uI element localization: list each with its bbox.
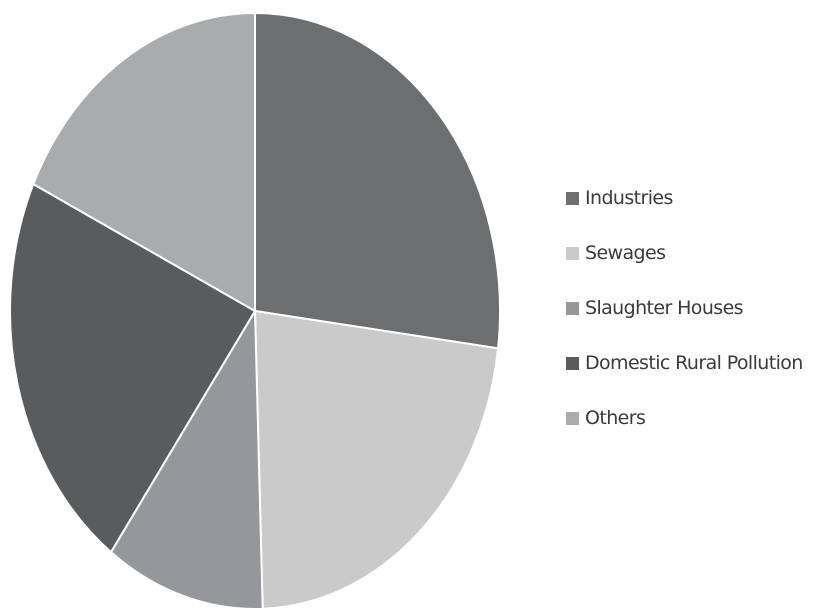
legend-item-slaughter-houses: Slaughter Houses (566, 294, 803, 322)
legend-label-domestic-rural-pollution: Domestic Rural Pollution (585, 352, 803, 374)
legend-swatch-industries (566, 191, 579, 205)
pie-slice-others (32, 11, 256, 313)
legend-item-sewages: Sewages (566, 239, 803, 267)
legend-label-others: Others (585, 407, 646, 429)
legend-label-industries: Industries (585, 187, 673, 209)
legend-swatch-domestic-rural-pollution (566, 356, 579, 370)
legend-label-slaughter-houses: Slaughter Houses (585, 297, 744, 319)
legend-item-domestic-rural-pollution: Domestic Rural Pollution (566, 349, 803, 377)
legend-item-others: Others (566, 404, 803, 432)
legend-item-industries: Industries (566, 184, 803, 212)
pie-slice-industries (254, 11, 501, 350)
pie-slice-sewages (253, 309, 500, 609)
legend-swatch-slaughter-houses (566, 301, 579, 315)
legend-swatch-sewages (566, 246, 579, 260)
legend-swatch-others (566, 411, 579, 425)
legend: Industries Sewages Slaughter Houses Domesti… (566, 184, 803, 459)
legend-label-sewages: Sewages (585, 242, 666, 264)
